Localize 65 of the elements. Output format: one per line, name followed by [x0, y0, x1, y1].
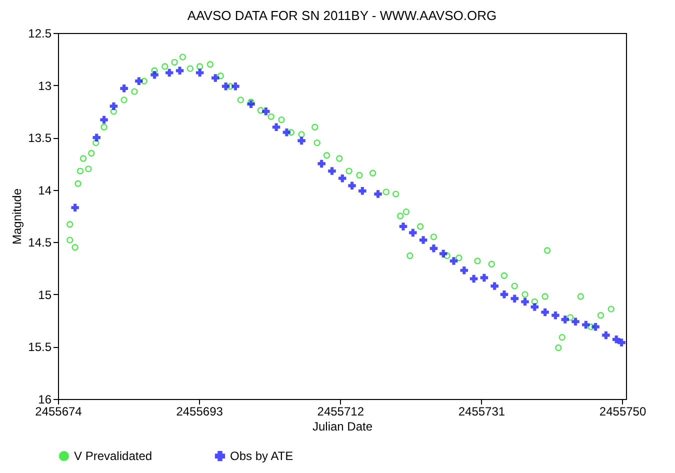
x-tick-label: 2455674: [35, 404, 82, 418]
point: [561, 316, 569, 324]
x-axis-title: Julian Date: [312, 420, 373, 434]
point: [262, 108, 270, 116]
point: [450, 257, 458, 265]
x-tick-label: 2455731: [458, 404, 506, 418]
point: [460, 266, 468, 274]
point: [135, 77, 143, 85]
point: [232, 82, 240, 90]
point: [612, 336, 620, 344]
point: [530, 303, 539, 311]
y-tick-label: 13.5: [28, 131, 52, 146]
legend-label: Obs by ATE: [230, 449, 294, 464]
point: [120, 84, 128, 92]
point: [110, 102, 118, 110]
point: [510, 294, 518, 302]
point: [166, 68, 174, 77]
point: [92, 134, 100, 142]
point: [541, 308, 549, 316]
point: [318, 160, 326, 168]
point: [521, 298, 529, 306]
point: [150, 70, 158, 79]
point: [298, 136, 306, 145]
point: [374, 190, 382, 198]
y-tick-label: 15.5: [28, 340, 52, 354]
y-tick-label: 15: [38, 288, 52, 302]
legend-label: V Prevalidated: [74, 449, 152, 464]
point: [71, 204, 79, 212]
point: [212, 74, 220, 82]
point: [439, 250, 448, 258]
y-tick-label: 16: [38, 392, 52, 406]
point: [328, 167, 336, 175]
point: [490, 282, 498, 290]
point: [419, 236, 428, 244]
chart-title: AAVSO DATA FOR SN 2011BY - WWW.AAVSO.ORG: [187, 8, 497, 23]
y-tick-label: 13: [38, 78, 52, 93]
point: [100, 116, 108, 124]
point: [409, 228, 417, 237]
point: [602, 331, 610, 340]
y-axis-title: Magnitude: [10, 188, 24, 245]
point: [348, 182, 356, 190]
y-tick-label: 12.5: [28, 26, 52, 40]
point: [358, 187, 366, 195]
point: [552, 311, 560, 320]
point: [222, 82, 230, 90]
point: [272, 123, 280, 131]
point: [338, 174, 346, 182]
point: [247, 100, 255, 108]
point: [500, 290, 508, 298]
point: [176, 66, 184, 75]
x-tick-label: 2455693: [176, 404, 224, 418]
point: [618, 338, 626, 346]
point: [470, 274, 478, 283]
point: [582, 320, 590, 329]
point: [282, 128, 291, 136]
x-tick-label: 2455712: [317, 404, 364, 418]
point: [430, 244, 438, 252]
point: [572, 318, 580, 326]
y-tick-label: 14: [38, 183, 52, 198]
y-tick-label: 14.5: [28, 236, 52, 250]
point: [592, 322, 600, 331]
point: [399, 222, 408, 230]
point: [196, 68, 204, 77]
x-tick-label: 2455750: [599, 404, 646, 418]
point: [480, 274, 488, 282]
